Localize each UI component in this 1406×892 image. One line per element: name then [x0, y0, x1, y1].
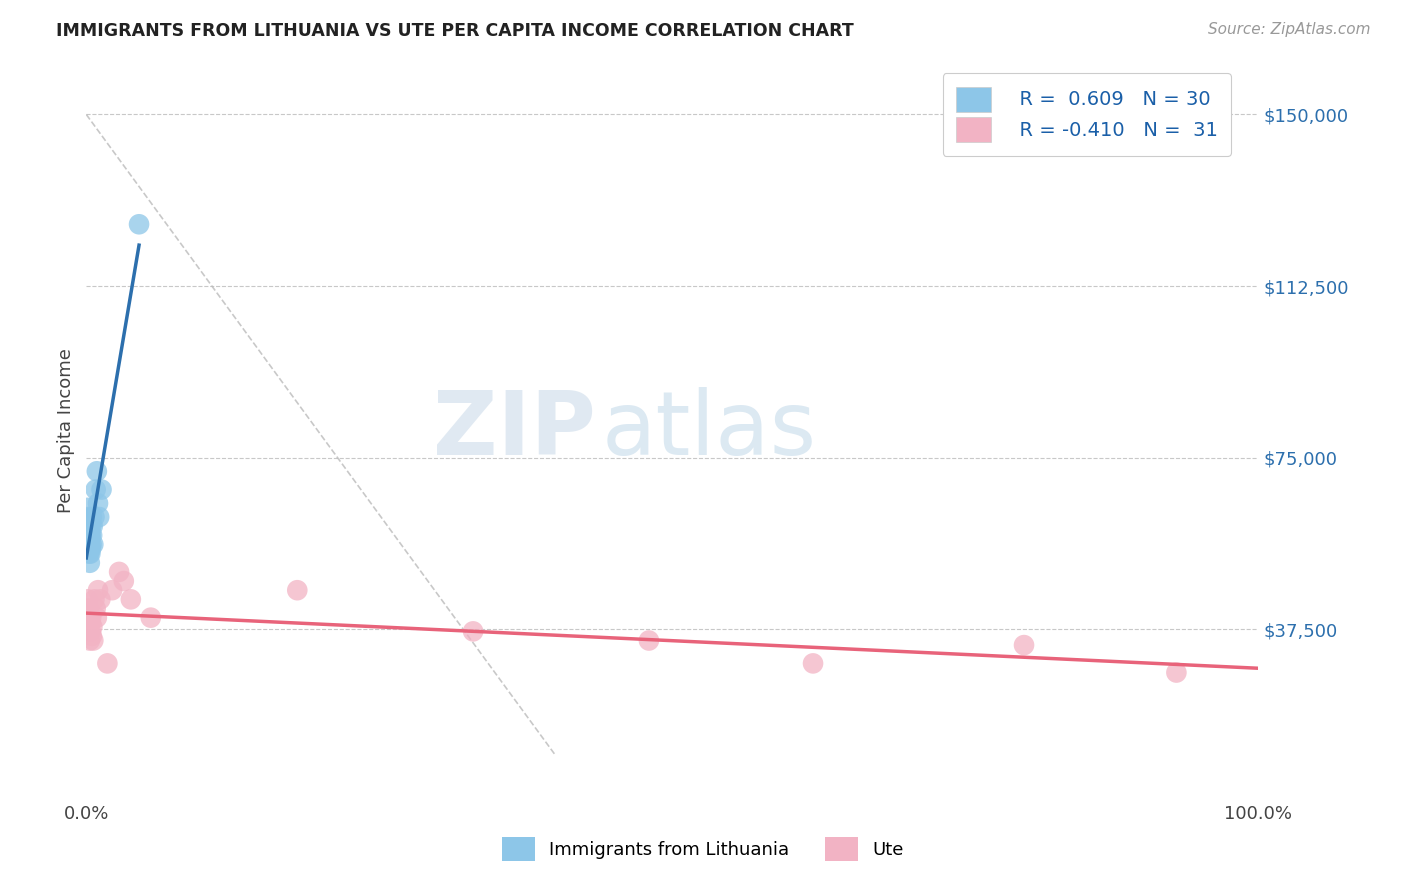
Point — [79, 633, 101, 648]
Point — [76, 542, 98, 557]
Point — [79, 528, 101, 542]
Point — [638, 633, 661, 648]
Point — [1166, 665, 1188, 680]
Point — [79, 537, 101, 551]
Point — [79, 556, 101, 570]
Point — [77, 620, 100, 634]
Point — [87, 583, 110, 598]
Point — [77, 519, 100, 533]
Point — [77, 610, 100, 624]
Point — [77, 537, 100, 551]
Point — [82, 519, 104, 533]
Point — [96, 657, 118, 671]
Point — [77, 528, 100, 542]
Point — [90, 483, 112, 497]
Point — [1012, 638, 1035, 652]
Point — [76, 592, 98, 607]
Point — [82, 528, 104, 542]
Point — [139, 610, 162, 624]
Point — [77, 510, 100, 524]
Point — [108, 565, 131, 579]
Point — [84, 483, 107, 497]
Point — [89, 592, 111, 607]
Text: IMMIGRANTS FROM LITHUANIA VS UTE PER CAPITA INCOME CORRELATION CHART: IMMIGRANTS FROM LITHUANIA VS UTE PER CAP… — [56, 22, 853, 40]
Point — [79, 615, 101, 630]
Point — [101, 583, 124, 598]
Point — [82, 633, 104, 648]
Text: ZIP: ZIP — [433, 386, 596, 474]
Point — [77, 620, 100, 634]
Point — [87, 496, 110, 510]
Point — [86, 610, 108, 624]
Point — [82, 620, 104, 634]
Legend: Immigrants from Lithuania, Ute: Immigrants from Lithuania, Ute — [494, 829, 912, 870]
Point — [76, 519, 98, 533]
Y-axis label: Per Capita Income: Per Capita Income — [58, 348, 75, 513]
Text: atlas: atlas — [602, 386, 817, 474]
Point — [80, 519, 103, 533]
Point — [83, 510, 105, 524]
Point — [77, 601, 100, 615]
Point — [83, 592, 105, 607]
Point — [285, 583, 308, 598]
Point — [128, 217, 150, 231]
Point — [86, 464, 108, 478]
Point — [79, 547, 101, 561]
Point — [77, 533, 100, 547]
Point — [80, 610, 103, 624]
Point — [82, 537, 104, 551]
Point — [801, 657, 824, 671]
Point — [80, 528, 103, 542]
Point — [80, 542, 103, 557]
Point — [76, 528, 98, 542]
Point — [77, 547, 100, 561]
Point — [79, 519, 101, 533]
Text: Source: ZipAtlas.com: Source: ZipAtlas.com — [1208, 22, 1371, 37]
Point — [79, 606, 101, 620]
Point — [80, 510, 103, 524]
Point — [120, 592, 142, 607]
Point — [84, 601, 107, 615]
Point — [80, 537, 103, 551]
Point — [89, 510, 111, 524]
Point — [76, 500, 98, 515]
Point — [112, 574, 135, 588]
Point — [461, 624, 484, 639]
Point — [80, 624, 103, 639]
Point — [76, 610, 98, 624]
Point — [80, 629, 103, 643]
Legend:   R =  0.609   N = 30,   R = -0.410   N =  31: R = 0.609 N = 30, R = -0.410 N = 31 — [942, 73, 1232, 156]
